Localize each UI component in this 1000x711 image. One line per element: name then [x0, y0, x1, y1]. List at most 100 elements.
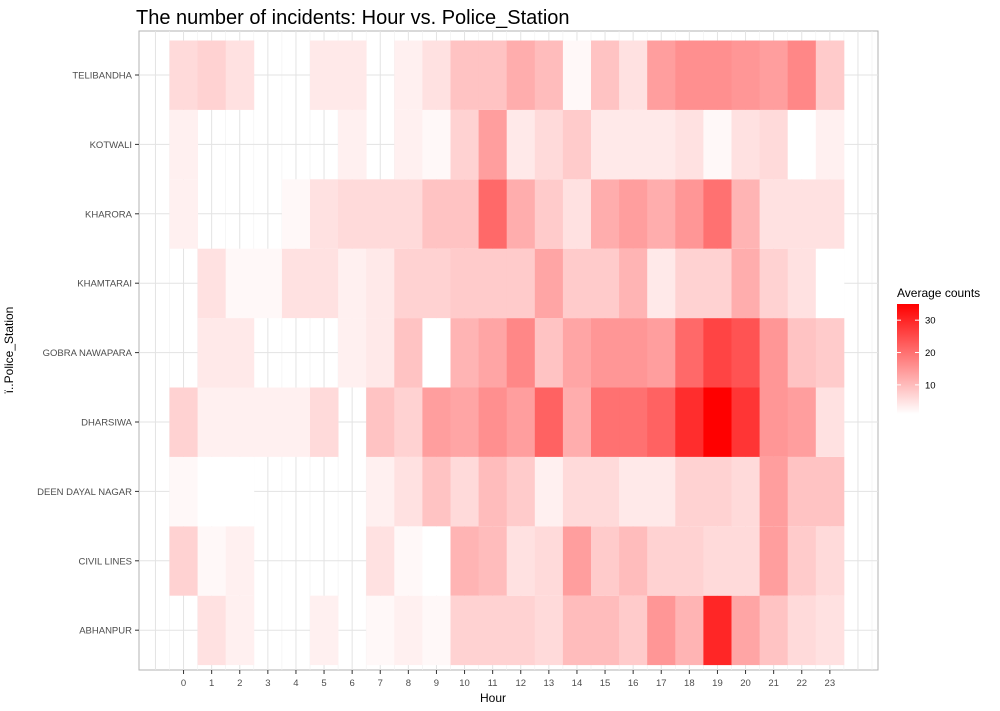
- heatmap-cell: [647, 109, 676, 180]
- heatmap-cell: [197, 248, 227, 319]
- heatmap-cell: [675, 526, 704, 596]
- heatmap-cell: [731, 526, 760, 596]
- heatmap-cell: [703, 595, 732, 666]
- heatmap-cell: [310, 40, 339, 110]
- heatmap-cell: [197, 595, 227, 666]
- heatmap-cell: [422, 526, 451, 596]
- heatmap-cell: [815, 526, 845, 596]
- x-tick-label: 21: [768, 678, 779, 689]
- heatmap-cell: [478, 40, 508, 110]
- heatmap-cell: [647, 179, 676, 249]
- heatmap-cell: [647, 318, 676, 388]
- heatmap-cell: [787, 248, 817, 319]
- legend-title: Average counts: [897, 286, 980, 300]
- heatmap-cell: [478, 387, 508, 457]
- heatmap-cell: [422, 248, 451, 319]
- x-tick-label: 11: [488, 678, 498, 689]
- heatmap-cell: [338, 318, 367, 388]
- x-tick-label: 16: [628, 678, 639, 689]
- heatmap-cell: [225, 456, 255, 527]
- heatmap-cell: [310, 387, 339, 457]
- heatmap-cell: [394, 109, 423, 180]
- heatmap-cell: [731, 109, 760, 180]
- heatmap-cell: [394, 526, 423, 596]
- y-tick-label: GOBRA NAWAPARA: [43, 348, 133, 359]
- heatmap-cell: [478, 595, 508, 666]
- heatmap-cell: [506, 179, 536, 249]
- heatmap-cell: [422, 387, 451, 457]
- y-axis-title: ï..Police_Station: [2, 307, 16, 394]
- heatmap-cell: [422, 40, 451, 110]
- heatmap-cell: [450, 526, 479, 596]
- heatmap-cell: [225, 595, 255, 666]
- heatmap-cell: [422, 456, 451, 527]
- heatmap-cell: [366, 456, 395, 527]
- heatmap-cell: [675, 387, 704, 457]
- x-tick-label: 5: [321, 678, 326, 689]
- heatmap-cell: [478, 179, 508, 249]
- heatmap-cell: [815, 456, 845, 527]
- y-tick-label: KOTWALI: [90, 140, 132, 151]
- heatmap-cell: [815, 40, 845, 110]
- heatmap-cell: [562, 595, 592, 666]
- heatmap-cell: [787, 526, 817, 596]
- heatmap-cell: [562, 318, 592, 388]
- heatmap-cell: [759, 526, 789, 596]
- heatmap-cell: [169, 109, 198, 180]
- heatmap-cell: [394, 179, 423, 249]
- heatmap-cell: [647, 387, 676, 457]
- heatmap-cell: [450, 40, 479, 110]
- heatmap-cell: [534, 109, 564, 180]
- heatmap-tiles: [169, 40, 845, 666]
- heatmap-cell: [422, 318, 451, 388]
- heatmap-cell: [422, 595, 451, 666]
- heatmap-cell: [506, 318, 536, 388]
- heatmap-cell: [506, 456, 536, 527]
- x-axis-title: Hour: [480, 691, 506, 705]
- y-tick-label: KHAMTARAI: [77, 279, 132, 290]
- heatmap-cell: [647, 595, 676, 666]
- heatmap-cell: [169, 526, 198, 596]
- x-axis-ticks: 0 1 2 3 4 5 6 7 8 9 10 11 12 13 14 15 16 17 18 19 20 21 22 23: [181, 670, 835, 689]
- heatmap-cell: [534, 526, 564, 596]
- x-tick-label: 6: [350, 678, 355, 689]
- color-legend: Average counts 10 20 30: [897, 286, 980, 414]
- x-tick-label: 2: [237, 678, 242, 689]
- heatmap-cell: [450, 456, 479, 527]
- heatmap-cell: [703, 248, 732, 319]
- heatmap-cell: [562, 456, 592, 527]
- heatmap-cell: [366, 179, 395, 249]
- y-axis-ticks: ABHANPUR CIVIL LINES DEEN DAYAL NAGAR DHARS…: [37, 71, 139, 637]
- heatmap-cell: [422, 179, 451, 249]
- heatmap-cell: [534, 179, 564, 249]
- legend-tick-label: 10: [925, 380, 936, 391]
- heatmap-cell: [394, 387, 423, 457]
- heatmap-cell: [197, 456, 227, 527]
- heatmap-cell: [759, 318, 789, 388]
- heatmap-cell: [506, 109, 536, 180]
- heatmap-cell: [310, 595, 339, 666]
- heatmap-cell: [310, 248, 339, 319]
- heatmap-cell: [225, 40, 255, 110]
- heatmap-cell: [562, 109, 592, 180]
- heatmap-cell: [394, 456, 423, 527]
- heatmap-cell: [703, 387, 732, 457]
- heatmap-cell: [534, 40, 564, 110]
- heatmap-cell: [562, 248, 592, 319]
- heatmap-cell: [675, 595, 704, 666]
- heatmap-cell: [619, 109, 648, 180]
- heatmap-cell: [366, 318, 395, 388]
- heatmap-cell: [703, 109, 732, 180]
- heatmap-cell: [787, 109, 817, 180]
- heatmap-cell: [366, 248, 395, 319]
- x-tick-label: 17: [656, 678, 667, 689]
- legend-colorbar: [897, 304, 919, 414]
- x-tick-label: 8: [406, 678, 411, 689]
- x-tick-label: 23: [825, 678, 836, 689]
- heatmap-cell: [815, 109, 845, 180]
- x-tick-label: 10: [459, 678, 470, 689]
- heatmap-cell: [591, 526, 620, 596]
- heatmap-cell: [225, 387, 255, 457]
- heatmap-cell: [759, 595, 789, 666]
